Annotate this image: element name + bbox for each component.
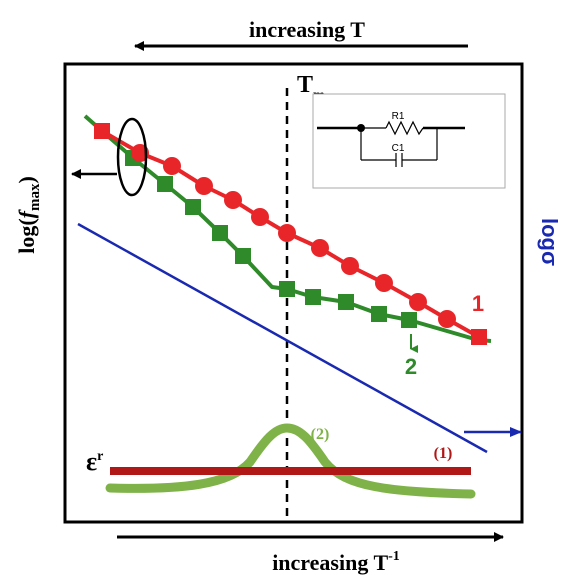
- series-1-point: [409, 293, 427, 311]
- capacitor-label: C1: [392, 143, 405, 154]
- series-1-point: [195, 177, 213, 195]
- epsilon-label: εr: [86, 447, 103, 476]
- conductivity-line: [77, 222, 488, 454]
- series-2-point: [157, 176, 173, 192]
- resistor-symbol: [385, 120, 424, 136]
- permittivity-curve-2: [105, 423, 476, 499]
- resistor-label: R1: [392, 111, 405, 122]
- series-1-markers: [94, 123, 487, 345]
- series-1-point: [278, 224, 296, 242]
- series-2-point: [338, 294, 354, 310]
- series-1-point: [224, 191, 242, 209]
- top-axis-label: increasing T: [249, 17, 365, 42]
- series-2-point: [185, 199, 201, 215]
- series-2-point: [305, 289, 321, 305]
- series-1-point: [311, 239, 329, 257]
- series-2-point: [279, 281, 295, 297]
- right-axis-label: logσ: [537, 218, 561, 266]
- series-2-point: [401, 312, 417, 328]
- series-1-point: [471, 329, 487, 345]
- series-2-point: [212, 225, 228, 241]
- series-1-point: [375, 274, 393, 292]
- left-axis-label: log(fmax): [14, 176, 43, 254]
- series-1-point: [94, 123, 110, 139]
- series-2-line: [83, 114, 492, 343]
- permittivity-curve-2-label: (2): [311, 426, 330, 443]
- series-2-label: 2: [405, 354, 417, 379]
- series-1-label: 1: [472, 291, 484, 316]
- series-2-point: [371, 306, 387, 322]
- series-1-point: [341, 257, 359, 275]
- highlight-ellipse: [116, 117, 148, 197]
- series-2-point: [235, 248, 251, 264]
- circuit-inset: R1 C1: [312, 93, 506, 189]
- series-1-point: [163, 157, 181, 175]
- series-1-point: [251, 208, 269, 226]
- bottom-axis-label: increasing T-1: [272, 549, 400, 575]
- permittivity-curve-1-label: (1): [434, 445, 453, 462]
- plot-frame: [63, 62, 524, 524]
- series-1-point: [438, 310, 456, 328]
